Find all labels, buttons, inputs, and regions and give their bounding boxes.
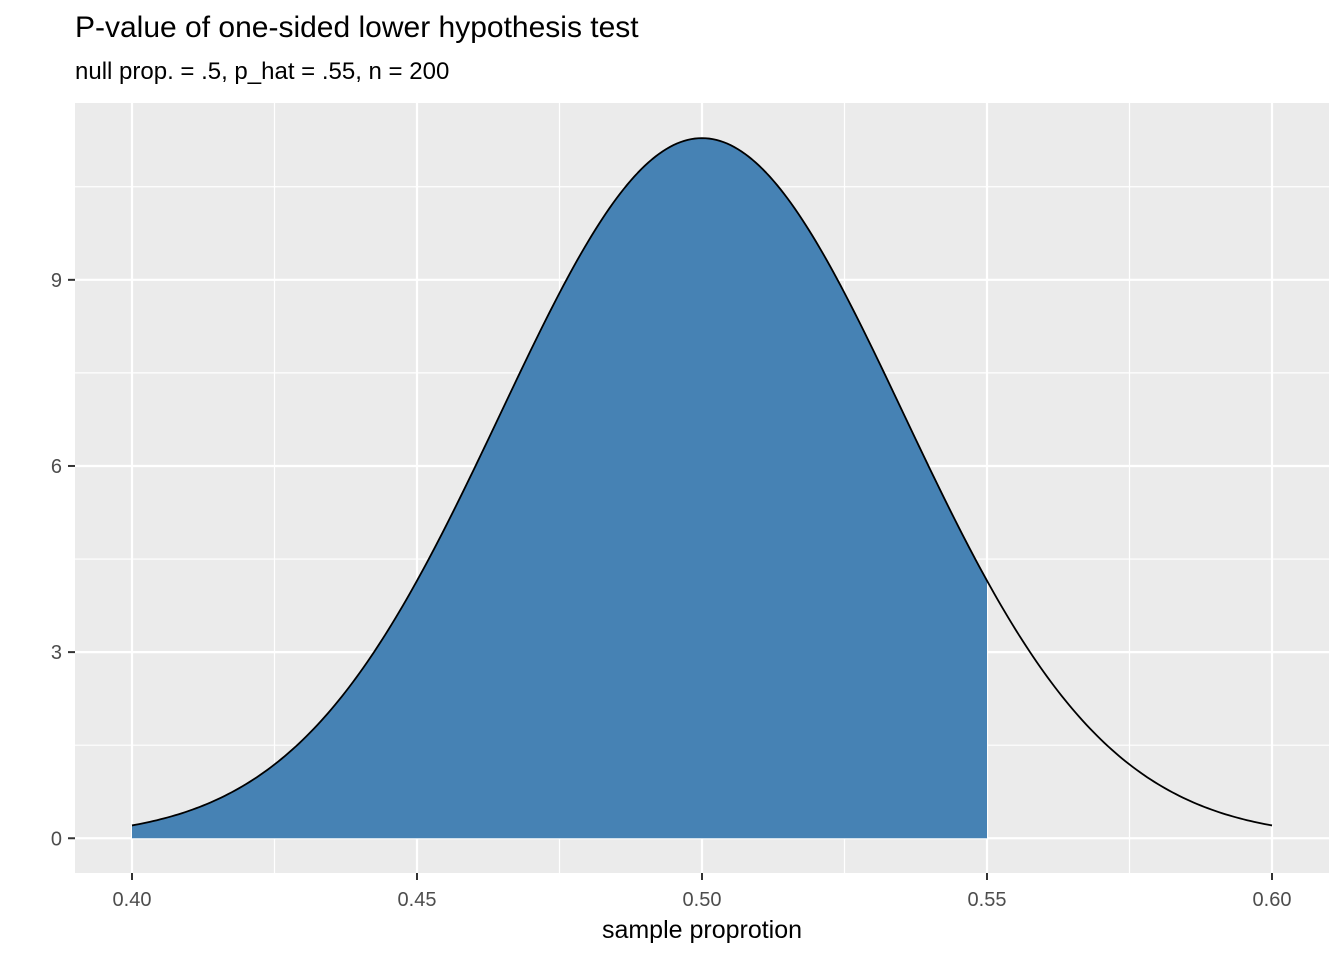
y-tick-label: 3	[51, 642, 62, 664]
pvalue-shaded-area	[132, 138, 987, 839]
plot-title: P-value of one-sided lower hypothesis te…	[75, 11, 639, 44]
density-curve	[131, 137, 1273, 827]
x-tick-label: 0.50	[683, 889, 722, 911]
x-tick-label: 0.40	[113, 889, 152, 911]
x-tick-label: 0.45	[398, 889, 437, 911]
x-tick-label: 0.55	[968, 889, 1007, 911]
x-axis-title: sample proprotion	[601, 916, 803, 944]
y-tick-label: 9	[51, 270, 62, 292]
plot-subtitle: null prop. = .5, p_hat = .55, n = 200	[75, 58, 450, 85]
x-tick-label: 0.60	[1253, 889, 1292, 911]
y-tick-label: 0	[51, 828, 62, 850]
y-tick-label: 6	[51, 456, 62, 478]
